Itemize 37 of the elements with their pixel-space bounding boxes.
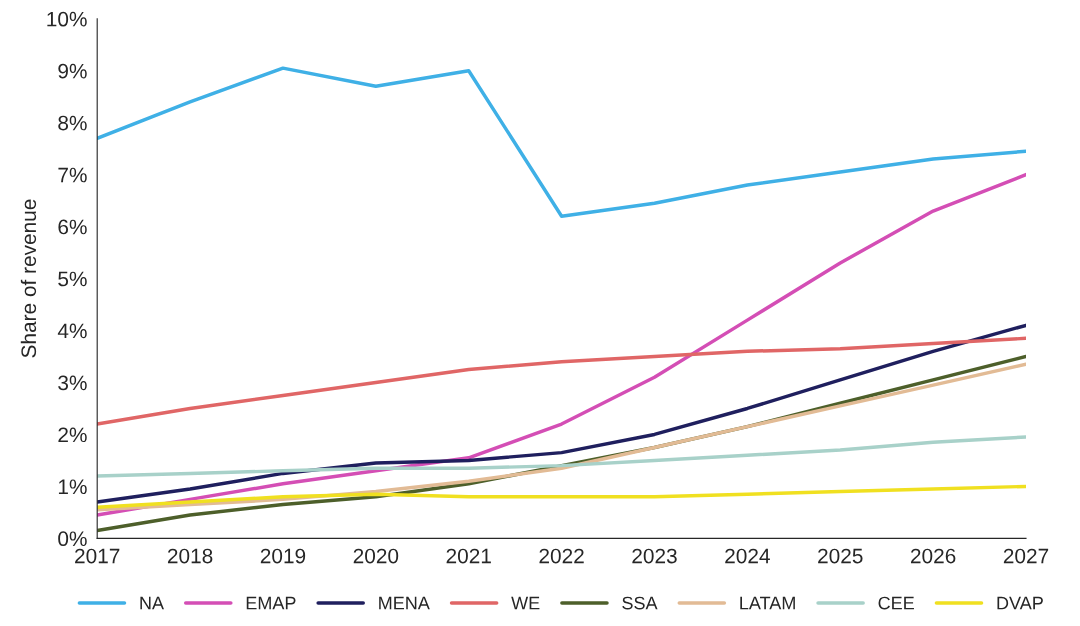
line-series <box>97 362 1026 512</box>
legend-label: SSA <box>622 596 658 610</box>
x-tick-label: 2019 <box>260 548 306 564</box>
y-tick-label: 4% <box>57 323 87 339</box>
x-tick-label: 2027 <box>1003 548 1049 564</box>
y-tick-label: 5% <box>58 271 87 287</box>
y-tick-label: 2% <box>58 427 87 443</box>
x-tick-label: 2023 <box>632 548 677 564</box>
y-tick-label: 8% <box>58 115 87 131</box>
legend-label: CEE <box>878 596 914 610</box>
legend-label: EMAP <box>246 596 296 610</box>
legend-label: NA <box>140 596 164 610</box>
x-tick-label: 2021 <box>446 548 491 564</box>
y-tick-label: 7% <box>58 167 87 183</box>
legend-label: WE <box>511 596 540 610</box>
line-series <box>97 435 1026 478</box>
x-tick-label: 2020 <box>353 548 399 564</box>
line-series <box>97 484 1026 509</box>
y-tick-label: 6% <box>58 219 87 235</box>
legend-label: LATAM <box>740 596 795 610</box>
x-tick-label: 2026 <box>911 548 956 564</box>
legend-label: DVAP <box>997 596 1043 610</box>
x-tick-label: 2024 <box>725 548 770 564</box>
line-series <box>97 66 1026 218</box>
y-axis-title: Share of revenue <box>20 199 37 358</box>
y-tick-label: 9% <box>58 63 87 79</box>
x-tick-label: 2022 <box>539 548 584 564</box>
y-tick-label: 10% <box>47 11 87 27</box>
line-series <box>97 323 1026 504</box>
y-tick-label: 3% <box>58 375 87 391</box>
x-tick-label: 2025 <box>818 548 863 564</box>
x-tick-label: 2018 <box>167 548 213 564</box>
y-tick-label: 0% <box>58 531 87 547</box>
y-tick-label: 1% <box>58 479 87 495</box>
x-tick-label: 2017 <box>75 548 120 564</box>
line-series <box>97 336 1026 426</box>
legend-label: MENA <box>379 596 430 610</box>
